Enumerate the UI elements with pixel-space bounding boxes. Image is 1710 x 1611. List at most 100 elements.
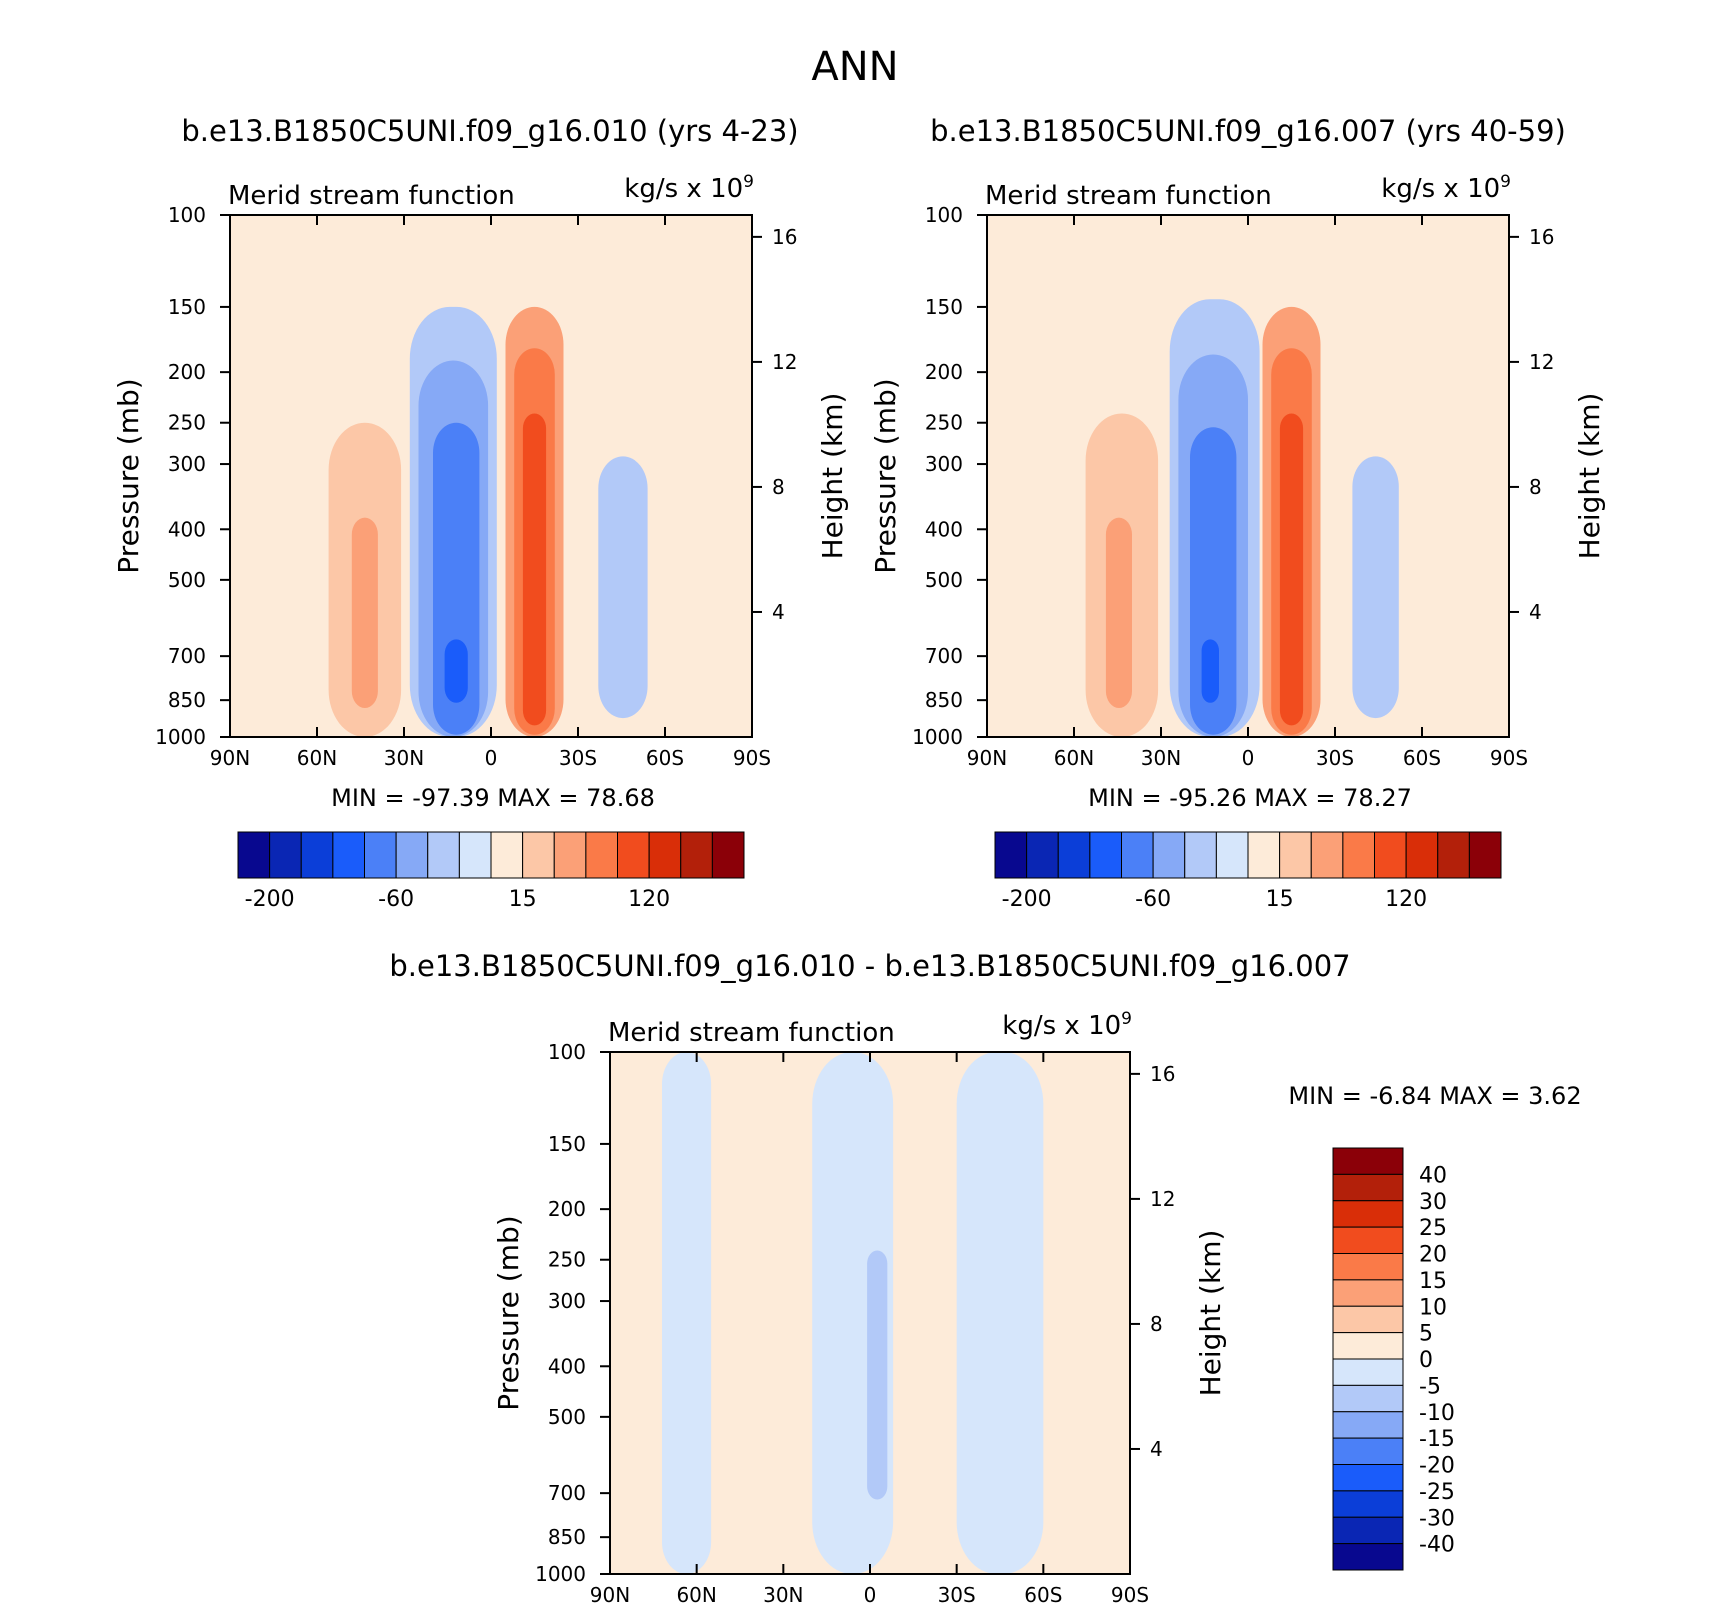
y-axis-title: Pressure (mb) — [112, 378, 145, 573]
colorbar-swatch — [300, 831, 334, 879]
colorbar-swatch — [269, 831, 302, 879]
x-tick-label: 90S — [1111, 1583, 1149, 1607]
x-tick-label: 90S — [1490, 746, 1528, 770]
x-tick-label: 60S — [1403, 746, 1441, 770]
chart-panel-3: Merid stream function kg/s x 109 90N 60N 30N… — [492, 1009, 1582, 1607]
colorbar-swatch — [1152, 831, 1186, 879]
colorbar-label: 25 — [1419, 1216, 1447, 1241]
colorbar-swatch — [1057, 831, 1091, 879]
colorbar-swatch — [427, 831, 460, 879]
contour-region — [1201, 639, 1219, 703]
y-tick-label: 400 — [925, 517, 963, 541]
colorbar-label: 10 — [1419, 1295, 1447, 1320]
panel-title: Merid stream function — [228, 181, 515, 211]
y-tick-label: 300 — [925, 452, 963, 476]
colorbar-swatch — [1332, 1200, 1404, 1228]
colorbar-label: 15 — [1266, 887, 1294, 912]
colorbar-swatch — [1332, 1173, 1404, 1202]
y-tick-label: 700 — [548, 1481, 586, 1505]
x-tick-label: 60N — [1054, 746, 1094, 770]
colorbar-swatch — [1089, 831, 1122, 879]
contour-region — [351, 517, 378, 709]
y-tick-label: 250 — [168, 411, 206, 435]
units-label: kg/s x 109 — [1002, 1009, 1132, 1041]
y2-axis-title: Height (km) — [816, 393, 849, 560]
colorbar-swatch — [617, 831, 650, 879]
case-title-1: b.e13.B1850C5UNI.f09_g16.010 (yrs 4-23) — [181, 114, 798, 148]
colorbar-swatch — [364, 831, 397, 879]
colorbar-swatch — [553, 831, 587, 879]
case-title-diff: b.e13.B1850C5UNI.f09_g16.010 - b.e13.B18… — [389, 949, 1350, 983]
y-tick-label: 500 — [548, 1405, 586, 1429]
y-tick-label: 700 — [925, 644, 963, 668]
x-tick-label: 30N — [1141, 746, 1181, 770]
contour-region — [956, 1052, 1044, 1574]
x-tick-label: 90N — [967, 746, 1007, 770]
y-tick-label: 700 — [168, 644, 206, 668]
y-tick-label: 150 — [548, 1132, 586, 1156]
y2-tick-label: 12 — [1150, 1187, 1175, 1211]
colorbar-label: 120 — [1385, 887, 1427, 912]
contour-region — [1105, 517, 1132, 709]
y-tick-label: 850 — [548, 1525, 586, 1549]
colorbar-swatch — [1342, 831, 1375, 879]
colorbar-swatch — [1437, 831, 1470, 879]
colorbar-swatch — [680, 831, 713, 879]
x-tick-label: 60N — [297, 746, 337, 770]
y-tick-label: 100 — [548, 1040, 586, 1064]
y2-tick-label: 8 — [772, 475, 785, 499]
y2-tick-label: 4 — [1529, 600, 1542, 624]
y-tick-label: 200 — [925, 360, 963, 384]
y-tick-label: 850 — [168, 688, 206, 712]
chart-panel-2: Merid stream function kg/s x 109 90N 60N 30N… — [869, 172, 1606, 912]
y2-tick-label: 16 — [1150, 1062, 1175, 1086]
x-tick-label: 90N — [210, 746, 250, 770]
contour-region — [867, 1250, 888, 1500]
y2-tick-label: 8 — [1150, 1312, 1163, 1336]
colorbar-swatch — [1332, 1464, 1404, 1492]
y-tick-label: 300 — [168, 452, 206, 476]
y-tick-label: 100 — [925, 203, 963, 227]
x-tick-label: 0 — [485, 746, 498, 770]
colorbar-swatch — [1332, 1147, 1404, 1175]
panel-title: Merid stream function — [985, 181, 1272, 211]
colorbar-label: -30 — [1419, 1506, 1455, 1531]
colorbar-label: -25 — [1419, 1480, 1455, 1505]
y-tick-label: 400 — [548, 1354, 586, 1378]
colorbar-swatch — [1026, 831, 1059, 879]
chart-panel-1: Merid stream function kg/s x 109 90N 60N 30N… — [112, 172, 849, 912]
colorbar-swatch — [1332, 1543, 1404, 1571]
colorbar-label: 120 — [628, 887, 670, 912]
colorbar-swatch — [1332, 1332, 1404, 1360]
y2-tick-label: 12 — [772, 350, 797, 374]
colorbar-swatch — [1332, 1358, 1404, 1386]
y-tick-label: 100 — [168, 203, 206, 227]
x-tick-label: 90S — [733, 746, 771, 770]
colorbar-swatch — [1332, 1437, 1404, 1465]
min-max-stats: MIN = -95.26 MAX = 78.27 — [1088, 784, 1412, 812]
x-tick-label: 0 — [1242, 746, 1255, 770]
y-axis-title: Pressure (mb) — [869, 378, 902, 573]
colorbar-swatch — [1332, 1411, 1404, 1439]
contour-region — [522, 413, 547, 726]
colorbar-swatch — [1332, 1516, 1404, 1545]
contour-region — [444, 639, 468, 703]
figure-title: ANN — [811, 44, 898, 90]
colorbar-swatch — [1374, 831, 1407, 879]
contour-region — [662, 1052, 712, 1574]
colorbar-swatch — [490, 831, 524, 879]
x-tick-label: 90N — [590, 1583, 630, 1607]
y-tick-label: 150 — [168, 295, 206, 319]
min-max-stats: MIN = -97.39 MAX = 78.68 — [331, 784, 655, 812]
colorbar: -200 -60 15 120 — [237, 831, 745, 912]
colorbar-swatch — [1121, 831, 1154, 879]
colorbar-swatch — [522, 831, 555, 879]
colorbar-label: -40 — [1419, 1533, 1455, 1558]
x-tick-label: 30N — [763, 1583, 803, 1607]
colorbar-swatch — [1468, 831, 1502, 879]
colorbar-label: -5 — [1419, 1374, 1441, 1399]
colorbar-swatch — [237, 831, 271, 879]
colorbar-swatch — [1332, 1279, 1404, 1307]
